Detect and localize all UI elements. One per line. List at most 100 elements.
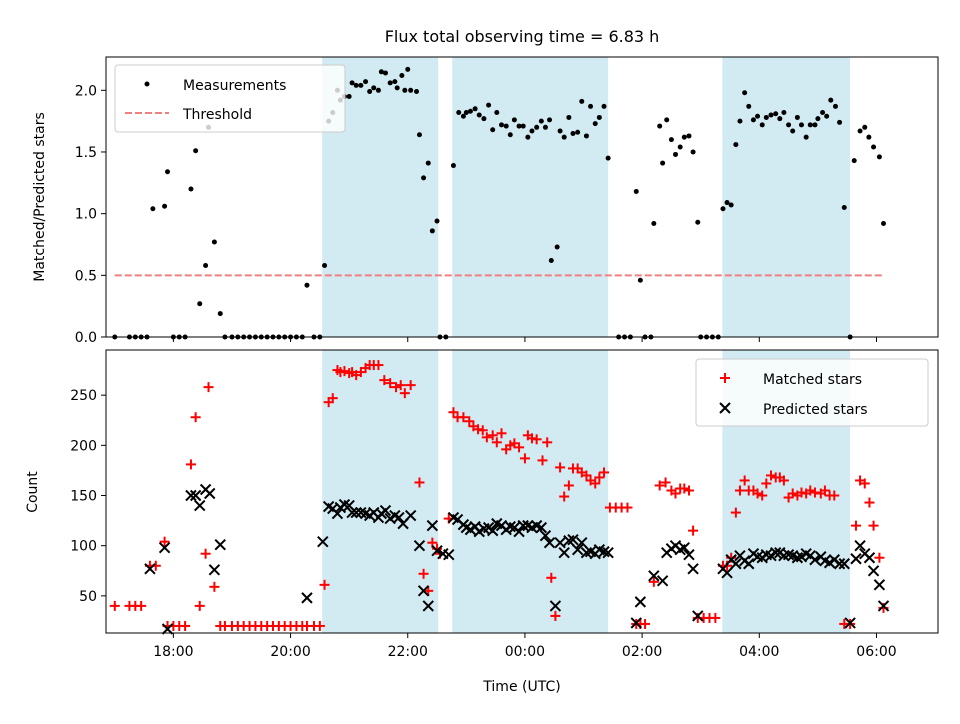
predicted-star-point <box>873 579 886 591</box>
matched-star-point <box>599 467 610 478</box>
measurement-point <box>677 144 683 150</box>
bottom-panel-frame <box>105 349 939 634</box>
matched-star-point <box>546 572 557 583</box>
measurement-point <box>429 228 435 234</box>
x-tick-label: 06:00 <box>856 644 896 660</box>
matched-star-point <box>491 437 502 448</box>
x-tick-label: 22:00 <box>388 644 428 660</box>
matched-star-point <box>194 600 205 611</box>
measurement-point <box>188 186 194 192</box>
matched-star-point <box>809 487 820 498</box>
measurement-point <box>583 133 589 139</box>
matched-star-point <box>550 610 561 621</box>
shaded-interval <box>452 350 609 633</box>
measurement-point <box>605 155 611 161</box>
bottom-panel-ylabel: Count <box>25 471 41 513</box>
matched-star-point <box>679 483 690 494</box>
matched-star-point <box>519 453 530 464</box>
measurement-point <box>481 116 487 122</box>
predicted-star-point <box>422 600 434 612</box>
predicted-star-point <box>194 499 206 512</box>
matched-star-point <box>683 485 694 496</box>
measurement-point <box>450 163 456 169</box>
predicted-star-point <box>721 567 733 579</box>
measurement-point <box>346 93 352 99</box>
matched-star-point <box>581 470 592 481</box>
predicted-star-point <box>350 506 362 519</box>
matched-star-point <box>778 475 789 486</box>
measurement-point <box>579 98 585 104</box>
measurement-point <box>824 113 830 119</box>
measurement-point <box>547 117 553 123</box>
legend-measurements-label: Measurements <box>183 78 286 94</box>
predicted-star-point <box>189 489 202 502</box>
matched-star-point <box>531 434 542 445</box>
top-panel-y-axis: 0.0 0.5 1.0 1.5 2.0 <box>75 83 106 346</box>
matched-star-point <box>555 462 566 473</box>
top-panel-x-ticks <box>172 337 877 342</box>
measurement-point <box>394 85 400 91</box>
matched-star-point <box>373 360 384 371</box>
matched-star-point <box>473 424 484 435</box>
matched-star-point <box>526 433 537 444</box>
measurement-point <box>211 239 217 245</box>
measurement-point <box>387 80 393 86</box>
predicted-star-point <box>576 536 588 549</box>
measurement-point <box>690 149 696 155</box>
matched-star-point <box>319 579 330 590</box>
measurement-point <box>548 258 554 264</box>
predicted-star-point <box>782 549 795 561</box>
predicted-star-point <box>656 575 669 587</box>
measurement-point <box>472 106 478 112</box>
matched-star-point <box>314 620 325 631</box>
matched-star-point <box>805 485 816 496</box>
predicted-star-point <box>844 617 856 629</box>
measurement-point <box>601 103 607 109</box>
measurement-point <box>841 204 847 210</box>
measurement-point <box>304 282 310 288</box>
measurement-point <box>664 117 670 123</box>
predicted-star-point <box>648 570 660 582</box>
predicted-star-point <box>730 558 742 570</box>
predicted-star-point <box>743 558 755 570</box>
measurement-point <box>434 218 440 224</box>
predicted-star-point <box>504 520 516 533</box>
chart-title: Flux total observing time = 6.83 h <box>385 27 660 46</box>
predicted-star-point <box>833 558 846 570</box>
matched-star-point <box>395 380 406 391</box>
measurement-point <box>737 118 743 124</box>
measurement-point <box>516 123 522 129</box>
predicted-star-point <box>630 617 642 629</box>
measurement-point <box>570 130 576 136</box>
predicted-star-point <box>554 536 566 549</box>
bottom-panel-data <box>109 360 890 635</box>
measurement-point <box>405 66 411 72</box>
measurement-point <box>162 203 168 209</box>
matched-star-point <box>648 576 659 587</box>
measurement-point <box>561 134 567 140</box>
matched-star-point <box>379 375 390 386</box>
measurement-point <box>773 111 779 117</box>
top-panel-frame <box>105 56 939 338</box>
predicted-star-point <box>331 507 344 520</box>
y-tick-label: 50 <box>79 589 97 605</box>
bottom-legend-box <box>695 358 929 427</box>
bottom-panel: 50 100 150 200 250 18:00 20:00 22:00 00:00 02:00… <box>25 349 939 695</box>
matched-star-point <box>670 488 681 499</box>
predicted-star-point <box>144 563 156 575</box>
predicted-star-point <box>317 535 329 548</box>
measurement-point <box>358 82 364 88</box>
matched-star-point <box>864 497 875 508</box>
measurement-point <box>820 110 826 116</box>
predicted-star-point <box>563 534 575 547</box>
matched-star-point <box>481 432 492 443</box>
measurement-point <box>566 114 572 120</box>
measurement-point <box>798 122 804 128</box>
matched-star-point <box>537 455 548 466</box>
predicted-star-point <box>404 509 417 522</box>
measurement-point <box>720 206 726 212</box>
matched-star-point <box>464 416 475 427</box>
measurement-point <box>828 97 834 103</box>
predicted-star-point <box>539 529 552 542</box>
matched-star-point <box>399 388 410 399</box>
